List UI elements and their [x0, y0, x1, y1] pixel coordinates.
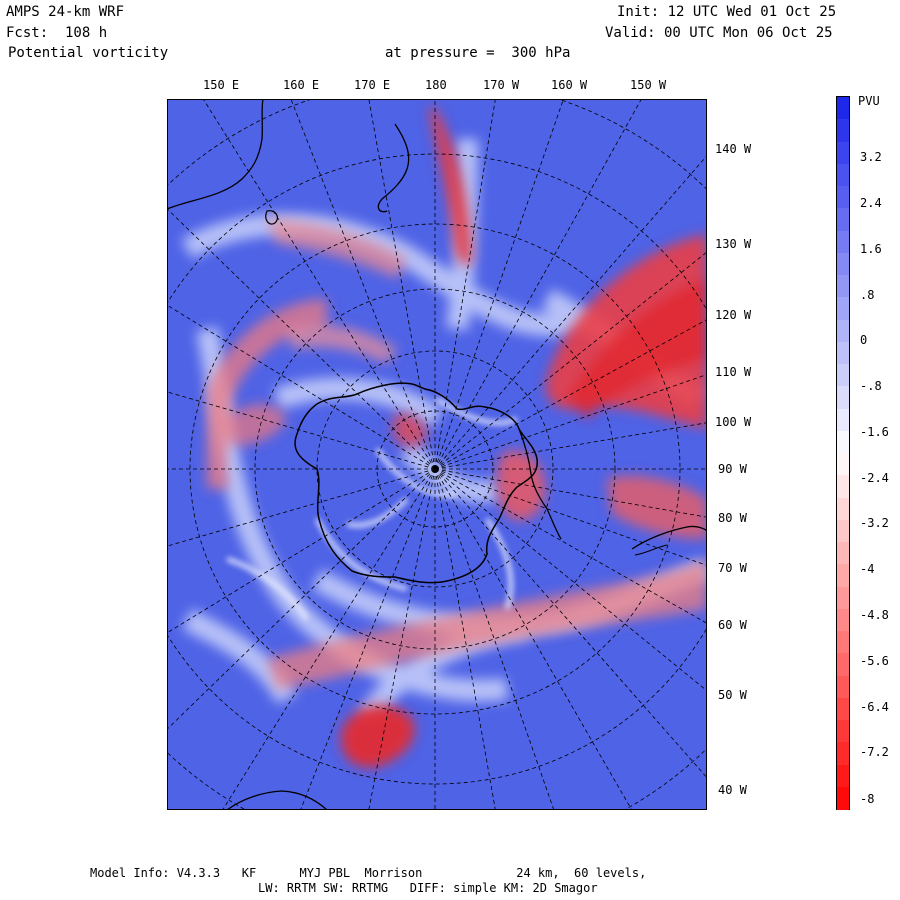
colorbar-segment	[837, 519, 849, 543]
australia-coast	[167, 99, 264, 210]
colorbar-tick-label: -1.6	[860, 425, 889, 439]
colorbar-segment	[837, 97, 849, 120]
right-lon-label: 120 W	[715, 308, 752, 322]
top-lon-label: 160 W	[551, 78, 588, 92]
field-name: Potential vorticity	[8, 45, 169, 61]
colorbar-segment	[837, 208, 849, 231]
top-lon-label: 150 W	[630, 78, 667, 92]
colorbar-segment	[837, 186, 849, 209]
colorbar-tick-label: -4.8	[860, 608, 889, 622]
right-lon-label: 70 W	[718, 561, 747, 575]
colorbar-tick-label: -5.6	[860, 654, 889, 668]
tasmania-coast	[265, 210, 279, 225]
right-lon-label: 60 W	[718, 618, 747, 632]
model-info-line2: LW: RRTM SW: RRTMG DIFF: simple KM: 2D S…	[258, 881, 598, 895]
top-lon-label: 180	[425, 78, 447, 92]
colorbar-segment	[837, 297, 849, 320]
colorbar-segment	[837, 364, 849, 387]
colorbar-segment	[837, 497, 849, 521]
right-lon-label: 40 W	[718, 783, 747, 797]
top-lon-label: 170 W	[483, 78, 520, 92]
right-lon-label: 80 W	[718, 511, 747, 525]
pv-negative-regions	[207, 107, 707, 768]
colorbar-segment	[837, 564, 849, 587]
right-lon-label: 50 W	[718, 688, 747, 702]
colorbar-segment	[837, 742, 849, 765]
right-lon-label: 110 W	[715, 365, 752, 379]
colorbar-segment	[837, 430, 849, 454]
valid-time: Valid: 00 UTC Mon 06 Oct 25	[605, 25, 833, 41]
colorbar-segment	[837, 163, 849, 187]
colorbar-tick-label: 3.2	[860, 150, 882, 164]
colorbar-segment	[837, 586, 849, 610]
colorbar-segment	[837, 141, 849, 165]
colorbar-segment	[837, 475, 849, 498]
colorbar-tick-label: -6.4	[860, 700, 889, 714]
colorbar-units: PVU	[858, 94, 880, 108]
colorbar-segment	[837, 319, 849, 343]
colorbar	[836, 96, 850, 810]
colorbar-segment	[837, 341, 849, 365]
colorbar-segment	[837, 764, 849, 788]
colorbar-segment	[837, 697, 849, 721]
colorbar-tick-label: 1.6	[860, 242, 882, 256]
pv-map	[167, 99, 707, 810]
colorbar-segment	[837, 786, 849, 810]
meridian-lines	[167, 99, 707, 810]
right-lon-label: 140 W	[715, 142, 752, 156]
colorbar-segment	[837, 119, 849, 142]
forecast-hour: Fcst: 108 h	[6, 25, 108, 41]
colorbar-segment	[837, 386, 849, 409]
new-zealand-coast	[377, 123, 410, 213]
top-lon-label: 170 E	[354, 78, 391, 92]
colorbar-segment	[837, 631, 849, 654]
south-america-coast	[631, 525, 707, 550]
top-lon-label: 160 E	[283, 78, 320, 92]
colorbar-segment	[837, 608, 849, 632]
right-lon-label: 130 W	[715, 237, 752, 251]
colorbar-segment	[837, 408, 849, 432]
top-lon-label: 150 E	[203, 78, 240, 92]
pressure-level: at pressure = 300 hPa	[385, 45, 571, 61]
tierra-del-fuego-coast	[634, 544, 668, 556]
antarctica-coastline	[294, 382, 538, 584]
colorbar-tick-label: -8	[860, 792, 875, 806]
colorbar-segment	[837, 675, 849, 699]
colorbar-tick-label: -2.4	[860, 471, 889, 485]
colorbar-segment	[837, 720, 849, 743]
model-title: AMPS 24-km WRF	[6, 4, 125, 20]
map-frame	[167, 99, 707, 810]
colorbar-tick-label: -4	[860, 562, 875, 576]
colorbar-tick-label: 2.4	[860, 196, 882, 210]
colorbar-tick-label: -.8	[860, 379, 882, 393]
colorbar-tick-label: -7.2	[860, 745, 889, 759]
pv-filaments	[226, 396, 519, 621]
colorbar-segment	[837, 275, 849, 298]
colorbar-segment	[837, 230, 849, 254]
colorbar-segment	[837, 252, 849, 276]
model-info-line1: Model Info: V4.3.3 KF MYJ PBL Morrison 2…	[90, 866, 647, 880]
colorbar-tick-label: -3.2	[860, 516, 889, 530]
colorbar-segment	[837, 453, 849, 476]
colorbar-tick-label: .8	[860, 288, 875, 302]
antarctic-peninsula	[518, 428, 562, 540]
right-lon-label: 100 W	[715, 415, 752, 429]
init-time: Init: 12 UTC Wed 01 Oct 25	[617, 4, 837, 20]
colorbar-segment	[837, 653, 849, 676]
right-lon-label: 90 W	[718, 462, 747, 476]
colorbar-segment	[837, 542, 849, 565]
colorbar-tick-label: 0	[860, 333, 868, 347]
africa-coast	[226, 790, 328, 810]
